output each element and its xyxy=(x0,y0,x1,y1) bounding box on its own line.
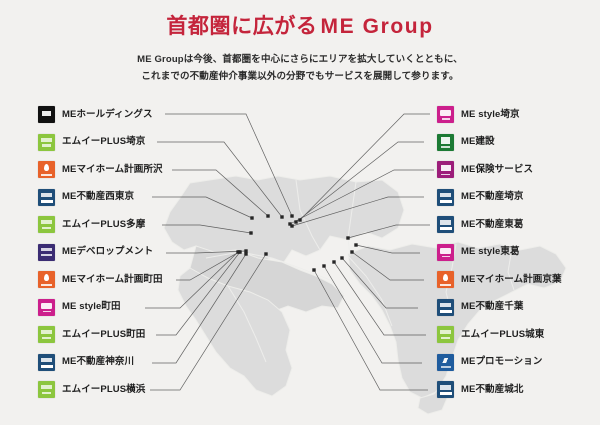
list-item-label: MEプロモーション xyxy=(461,356,543,368)
me-holdings-icon xyxy=(38,106,55,123)
me-promotion-icon xyxy=(437,353,454,371)
list-item-me-kensetsu[interactable]: ME建設 xyxy=(437,133,495,151)
list-item-me-estate-chiba[interactable]: ME不動産千葉 xyxy=(437,298,524,316)
list-item-label: ME不動産西東京 xyxy=(62,191,135,203)
list-item-label: ME不動産千葉 xyxy=(461,301,524,313)
me-myhome-machida-icon xyxy=(38,271,55,288)
list-item-label: ME style町田 xyxy=(62,301,121,313)
list-item-me-development[interactable]: MEデベロップメント xyxy=(38,243,154,261)
list-item-me-estate-kanagawa[interactable]: ME不動産神奈川 xyxy=(38,353,135,371)
list-item-label: ME建設 xyxy=(461,136,495,148)
list-item-label: ME style東葛 xyxy=(461,246,520,258)
list-item-me-myhome-tokorozawa[interactable]: MEマイホーム計画所沢 xyxy=(38,161,163,178)
list-item-me-plus-tama[interactable]: エムイーPLUS多摩 xyxy=(38,216,145,233)
me-myhome-tokorozawa-icon xyxy=(38,161,55,178)
me-estate-nishitokyo-icon xyxy=(38,188,55,206)
list-item-me-estate-saikyo[interactable]: ME不動産埼京 xyxy=(437,188,524,206)
list-item-label: ME保険サービス xyxy=(461,163,534,175)
list-item-label: ME不動産城北 xyxy=(461,383,524,395)
list-item-label: MEマイホーム計画所沢 xyxy=(62,163,163,175)
page-title-latin: ME Group xyxy=(320,15,434,38)
list-item-label: エムイーPLUS横浜 xyxy=(62,383,146,395)
me-estate-chiba-icon xyxy=(437,298,454,316)
list-item-label: ME不動産東葛 xyxy=(461,218,524,230)
list-item-me-plus-yokohama[interactable]: エムイーPLUS横浜 xyxy=(38,381,145,398)
page-title: 首都圏に広がる ME Group xyxy=(0,14,600,39)
list-item-label: エムイーPLUS町田 xyxy=(62,328,146,340)
me-estate-saikyo-icon xyxy=(437,188,454,206)
me-kensetsu-icon xyxy=(437,133,454,151)
subtitle-line-1: ME Groupは今後、首都圏を中心にさらにエリアを拡大していくとともに、 xyxy=(137,54,463,65)
list-item-me-promotion[interactable]: MEプロモーション xyxy=(437,353,543,371)
subtitle-line-2: これまでの不動産仲介事業以外の分野でもサービスを展開して参ります。 xyxy=(141,71,459,82)
list-item-label: MEマイホーム計画京葉 xyxy=(461,273,562,285)
me-estate-kanagawa-icon xyxy=(38,353,55,371)
list-item-me-estate-johoku[interactable]: ME不動産城北 xyxy=(437,381,523,398)
me-plus-tama-icon xyxy=(38,216,55,233)
list-item-label: エムイーPLUS埼京 xyxy=(62,136,146,148)
me-plus-yokohama-icon xyxy=(38,381,55,398)
list-item-me-plus-machida[interactable]: エムイーPLUS町田 xyxy=(38,326,145,343)
list-item-me-style-tokatsu[interactable]: ME style東葛 xyxy=(437,243,520,261)
list-item-label: MEマイホーム計画町田 xyxy=(62,273,163,285)
list-item-label: ME style埼京 xyxy=(461,108,520,120)
list-item-label: MEデベロップメント xyxy=(62,246,154,258)
connector-lines xyxy=(145,113,434,391)
me-plus-saikyo-icon xyxy=(38,133,55,151)
list-item-label: エムイーPLUS多摩 xyxy=(62,218,146,230)
list-item-me-style-machida[interactable]: ME style町田 xyxy=(38,298,121,316)
me-style-saikyo-icon xyxy=(437,106,454,123)
list-item-label: MEホールディングス xyxy=(62,108,153,120)
me-development-icon xyxy=(38,243,55,261)
list-item-me-holdings[interactable]: MEホールディングス xyxy=(38,106,153,123)
list-item-me-myhome-machida[interactable]: MEマイホーム計画町田 xyxy=(38,271,163,288)
list-item-label: エムイーPLUS城東 xyxy=(461,328,545,340)
list-item-me-style-saikyo[interactable]: ME style埼京 xyxy=(437,106,520,123)
list-item-me-estate-tokatsu[interactable]: ME不動産東葛 xyxy=(437,216,523,233)
me-style-machida-icon xyxy=(38,298,55,316)
list-item-me-plus-joto[interactable]: エムイーPLUS城東 xyxy=(437,326,544,343)
list-item-me-estate-nishitokyo[interactable]: ME不動産西東京 xyxy=(38,188,135,206)
map-markers xyxy=(236,214,358,272)
me-estate-johoku-icon xyxy=(437,381,454,398)
me-myhome-keiyo-icon xyxy=(437,271,454,288)
list-item-me-myhome-keiyo[interactable]: MEマイホーム計画京葉 xyxy=(437,271,562,288)
me-plus-machida-icon xyxy=(38,326,55,343)
me-estate-tokatsu-icon xyxy=(437,216,454,233)
kanto-region-map xyxy=(163,175,567,415)
me-plus-joto-icon xyxy=(437,326,454,343)
list-item-me-plus-saikyo[interactable]: エムイーPLUS埼京 xyxy=(38,133,146,151)
list-item-me-insurance[interactable]: ME保険サービス xyxy=(437,161,533,178)
list-item-label: ME不動産埼京 xyxy=(461,191,524,203)
page-title-jp: 首都圏に広がる xyxy=(166,15,318,38)
list-item-label: ME不動産神奈川 xyxy=(62,356,135,368)
me-insurance-icon xyxy=(437,161,454,178)
me-style-tokatsu-icon xyxy=(437,243,454,261)
